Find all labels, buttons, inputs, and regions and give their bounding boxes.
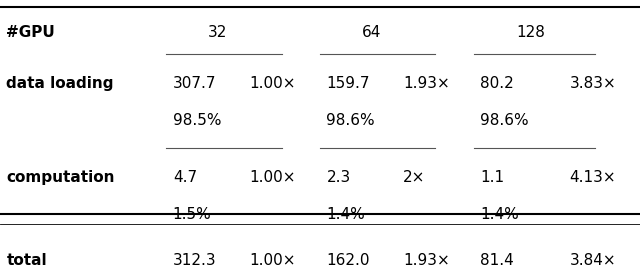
Text: computation: computation xyxy=(6,170,115,185)
Text: 1.00×: 1.00× xyxy=(250,253,296,266)
Text: 98.6%: 98.6% xyxy=(480,113,529,128)
Text: 98.6%: 98.6% xyxy=(326,113,375,128)
Text: 1.1: 1.1 xyxy=(480,170,504,185)
Text: 64: 64 xyxy=(362,24,381,40)
Text: 312.3: 312.3 xyxy=(173,253,216,266)
Text: 162.0: 162.0 xyxy=(326,253,370,266)
Text: 2.3: 2.3 xyxy=(326,170,351,185)
Text: data loading: data loading xyxy=(6,76,114,91)
Text: 4.7: 4.7 xyxy=(173,170,197,185)
Text: 2×: 2× xyxy=(403,170,426,185)
Text: #GPU: #GPU xyxy=(6,24,55,40)
Text: 307.7: 307.7 xyxy=(173,76,216,91)
Text: 1.4%: 1.4% xyxy=(326,207,365,222)
Text: 98.5%: 98.5% xyxy=(173,113,221,128)
Text: 1.00×: 1.00× xyxy=(250,170,296,185)
Text: 1.4%: 1.4% xyxy=(480,207,519,222)
Text: 3.83×: 3.83× xyxy=(570,76,616,91)
Text: total: total xyxy=(6,253,47,266)
Text: 81.4: 81.4 xyxy=(480,253,514,266)
Text: 3.84×: 3.84× xyxy=(570,253,616,266)
Text: 159.7: 159.7 xyxy=(326,76,370,91)
Text: 1.93×: 1.93× xyxy=(403,253,450,266)
Text: 1.00×: 1.00× xyxy=(250,76,296,91)
Text: 80.2: 80.2 xyxy=(480,76,514,91)
Text: 4.13×: 4.13× xyxy=(570,170,616,185)
Text: 1.93×: 1.93× xyxy=(403,76,450,91)
Text: 1.5%: 1.5% xyxy=(173,207,212,222)
Text: 128: 128 xyxy=(516,24,546,40)
Text: 32: 32 xyxy=(208,24,227,40)
